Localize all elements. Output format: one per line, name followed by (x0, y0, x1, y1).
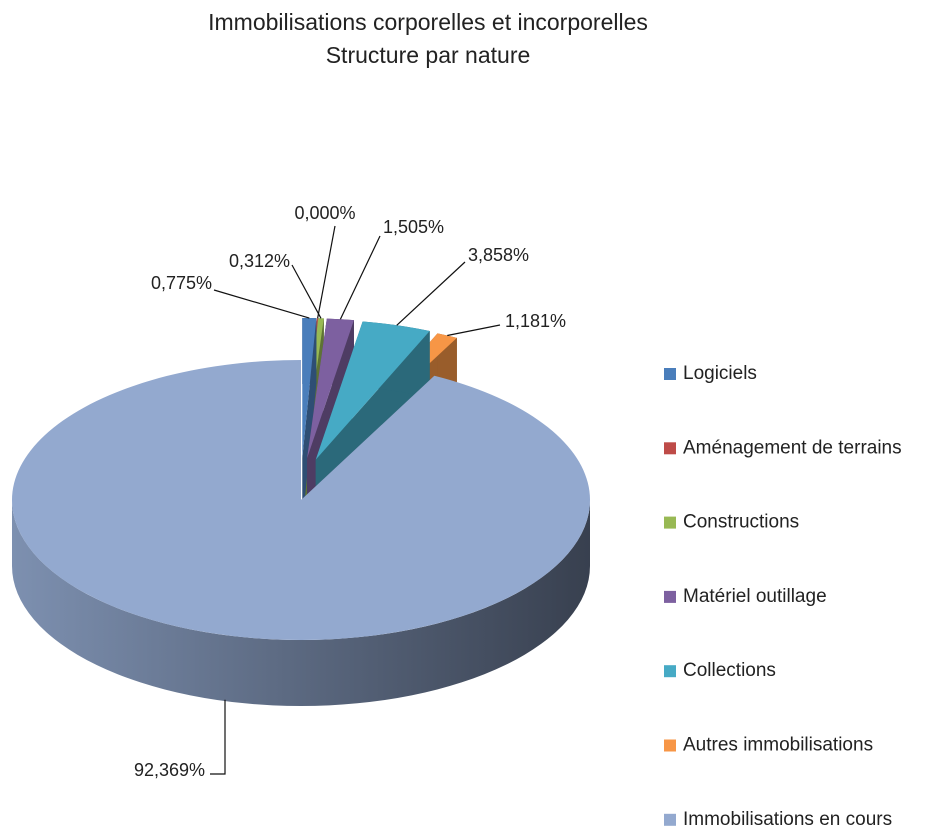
slice (11, 360, 590, 640)
chart-title: Immobilisations corporelles et incorpore… (208, 9, 648, 35)
data-label: 0,000% (294, 203, 355, 223)
data-label: 1,181% (505, 311, 566, 331)
data-label: 0,312% (229, 251, 290, 271)
data-label: 92,369% (134, 760, 205, 780)
leader-line (396, 261, 466, 326)
slice-group (302, 318, 317, 525)
leader-line (317, 225, 336, 319)
slice (315, 321, 430, 460)
slice (302, 318, 317, 459)
legend-label: Collections (683, 660, 776, 681)
leader-line (291, 264, 322, 319)
leader-line (210, 699, 226, 775)
data-label: 3,858% (468, 245, 529, 265)
data-label: 1,505% (383, 217, 444, 237)
chart-subtitle: Structure par nature (326, 42, 531, 68)
legend-swatch (664, 368, 676, 380)
legend-label: Autres immobilisations (683, 735, 873, 756)
slice-group (11, 360, 590, 706)
leader-line (213, 289, 310, 319)
slice-side (12, 500, 590, 706)
legend-swatch (664, 442, 676, 455)
data-label: 0,775% (151, 273, 212, 293)
legend-label: Constructions (683, 512, 799, 533)
pie (11, 318, 590, 706)
legend-label: Aménagement de terrains (683, 437, 902, 458)
legend-swatch (664, 590, 676, 603)
leader-line (339, 235, 381, 320)
legend-label: Immobilisations en cours (683, 809, 892, 830)
legend-label: Matériel outillage (683, 586, 827, 607)
legend-swatch (664, 813, 676, 826)
data-labels: 0,775% 0,000% 0,312% 1,505% 3,858% 1,181% 92,3… (134, 203, 566, 780)
legend-swatch (664, 739, 676, 752)
slice (307, 318, 354, 459)
legend-swatch (664, 516, 676, 529)
legend-label: Logiciels (683, 363, 757, 384)
legend-swatch (664, 665, 676, 678)
leader-line (447, 324, 501, 337)
legend: Logiciels Aménagement de terrains Construc… (664, 363, 902, 830)
